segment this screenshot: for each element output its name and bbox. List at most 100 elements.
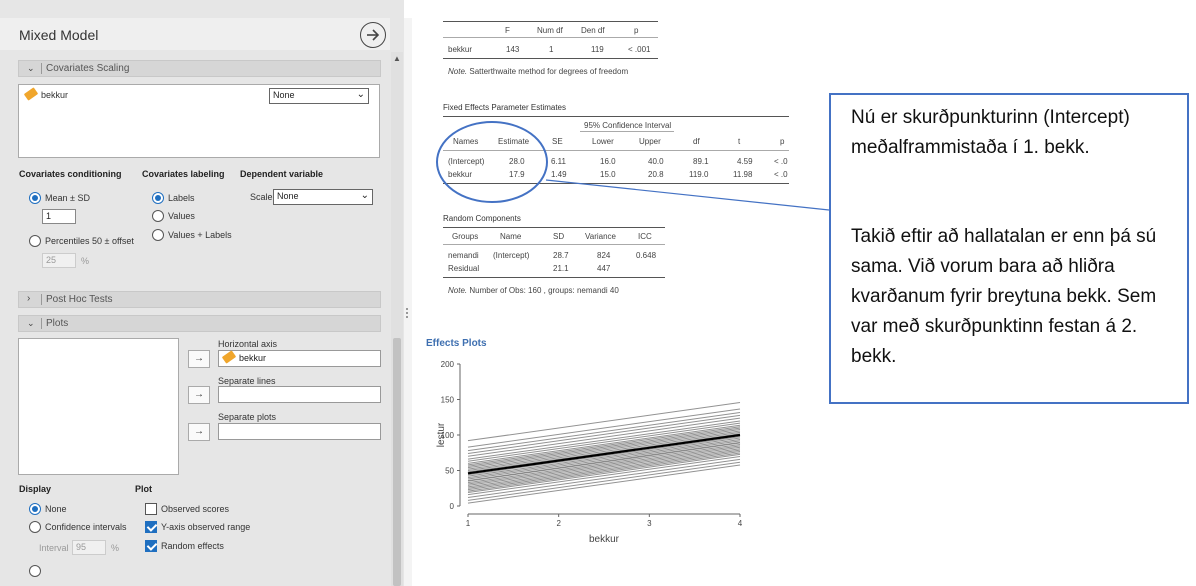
arrow-right-icon bbox=[367, 29, 380, 41]
callout-text-slope: Takið eftir að hallatalan er enn þá sú s… bbox=[851, 226, 1157, 367]
x-tick-label: 1 bbox=[466, 519, 471, 528]
move-to-horizontal-button[interactable]: → bbox=[188, 350, 210, 368]
random-effect-line bbox=[467, 402, 741, 442]
y-axis-observed-label: Y-axis observed range bbox=[161, 522, 251, 532]
table-header: Estimate bbox=[498, 137, 530, 146]
table-header: Variance bbox=[585, 232, 616, 241]
anova-note: Note. Satterthwaite method for degrees o… bbox=[448, 67, 629, 76]
separate-plots-label: Separate plots bbox=[218, 412, 277, 422]
y-axis-observed-checkbox[interactable] bbox=[145, 521, 157, 533]
random-effect-line bbox=[467, 443, 741, 484]
random-effects-checkbox[interactable] bbox=[145, 540, 157, 552]
table-cell: bekkur bbox=[448, 45, 473, 54]
table-cell: 17.9 bbox=[509, 170, 525, 179]
y-tick-label: 150 bbox=[441, 396, 455, 405]
collapse-panel-button[interactable] bbox=[360, 22, 386, 48]
random-effect-line bbox=[467, 446, 741, 486]
y-tick-label: 0 bbox=[450, 502, 455, 511]
table-cell: 1 bbox=[549, 45, 554, 54]
table-cell: 6.11 bbox=[551, 157, 566, 166]
interval-label: Interval bbox=[39, 543, 69, 553]
chevron-down-icon: ⌄ bbox=[27, 318, 35, 328]
mean-sd-input[interactable]: 1 bbox=[42, 209, 76, 224]
section-label: Plots bbox=[46, 318, 69, 329]
move-to-separate-plots-button[interactable]: → bbox=[188, 423, 210, 441]
table-header: t bbox=[738, 137, 741, 146]
percent-sign: % bbox=[81, 256, 90, 266]
display-ci-radio[interactable] bbox=[29, 521, 41, 533]
values-radio[interactable] bbox=[152, 210, 164, 222]
table-cell: 119.0 bbox=[689, 170, 709, 179]
mean-sd-radio[interactable] bbox=[29, 192, 41, 204]
x-tick-label: 2 bbox=[556, 519, 561, 528]
labeling-label: Covariates labeling bbox=[142, 169, 225, 179]
dependent-scale-select[interactable]: None ⌄ bbox=[273, 189, 373, 205]
section-plots[interactable]: ⌄ Plots bbox=[18, 315, 381, 332]
section-covariates-scaling[interactable]: ⌄ Covariates Scaling bbox=[18, 60, 381, 77]
table-cell: 28.7 bbox=[553, 251, 569, 260]
random-effects-label: Random effects bbox=[161, 541, 224, 551]
observed-scores-checkbox[interactable] bbox=[145, 503, 157, 515]
list-item[interactable]: bekkur bbox=[23, 87, 68, 101]
callout-box: Nú er skurðpunkturinn (Intercept) meðalf… bbox=[829, 93, 1189, 404]
scaling-select[interactable]: None ⌄ bbox=[269, 88, 369, 104]
table-cell: 20.8 bbox=[648, 170, 664, 179]
values-labels-radio[interactable] bbox=[152, 229, 164, 241]
labels-radio[interactable] bbox=[152, 192, 164, 204]
random-effect-line bbox=[467, 451, 741, 491]
random-effect-line bbox=[467, 431, 741, 471]
x-axis-label: bekkur bbox=[589, 534, 620, 545]
random-effect-line bbox=[467, 438, 741, 479]
horizontal-axis-target[interactable]: bekkur bbox=[218, 350, 381, 367]
options-panel: Mixed Model ⌄ Covariates Scaling bekkur … bbox=[0, 0, 404, 586]
random-effect-line bbox=[467, 433, 741, 473]
table-header: ICC bbox=[638, 232, 652, 241]
display-ci-label: Confidence intervals bbox=[45, 522, 127, 532]
y-tick-label: 50 bbox=[445, 467, 454, 476]
display-more-radio[interactable] bbox=[29, 565, 41, 577]
random-effect-line bbox=[467, 449, 741, 489]
random-effect-line bbox=[467, 461, 741, 501]
random-effect-line bbox=[467, 445, 741, 485]
table-header: F bbox=[505, 26, 510, 35]
scroll-up-icon[interactable]: ▲ bbox=[393, 54, 401, 63]
y-tick-label: 100 bbox=[441, 431, 455, 440]
table-header: p bbox=[780, 137, 785, 146]
random-effect-line bbox=[467, 408, 741, 448]
percentiles-radio[interactable] bbox=[29, 235, 41, 247]
continuous-variable-icon bbox=[23, 87, 39, 101]
percentiles-input[interactable]: 25 bbox=[42, 253, 76, 268]
splitter-handle-icon[interactable] bbox=[404, 308, 409, 322]
random-components-title: Random Components bbox=[443, 214, 521, 223]
section-post-hoc[interactable]: › Post Hoc Tests bbox=[18, 291, 381, 308]
panel-splitter[interactable] bbox=[404, 18, 412, 586]
table-cell: 1.49 bbox=[551, 170, 567, 179]
scrollbar-thumb[interactable] bbox=[393, 338, 401, 586]
random-effect-line bbox=[467, 426, 741, 466]
fixed-effect-line bbox=[467, 433, 741, 475]
table-cell: 11.98 bbox=[733, 170, 753, 179]
interval-input[interactable]: 95 bbox=[72, 540, 106, 555]
fixed-effects-title: Fixed Effects Parameter Estimates bbox=[443, 103, 567, 112]
x-tick-label: 4 bbox=[738, 519, 743, 528]
separate-lines-target[interactable] bbox=[218, 386, 381, 403]
effects-plot: 0 50 100 150 200 1 2 3 4 bekkur lestur bbox=[436, 360, 743, 545]
table-cell: < .0 bbox=[774, 170, 788, 179]
continuous-variable-icon bbox=[221, 350, 237, 364]
table-cell: 824 bbox=[597, 251, 611, 260]
percentiles-label: Percentiles 50 ± offset bbox=[45, 236, 134, 246]
table-header: Name bbox=[500, 232, 522, 241]
random-effect-line bbox=[467, 424, 741, 464]
random-effect-line bbox=[467, 436, 741, 476]
random-effect-line bbox=[467, 411, 741, 452]
separate-lines-label: Separate lines bbox=[218, 376, 276, 386]
values-labels-option: Values + Labels bbox=[168, 230, 232, 240]
display-none-radio[interactable] bbox=[29, 503, 41, 515]
separate-plots-target[interactable] bbox=[218, 423, 381, 440]
table-header: Num df bbox=[537, 26, 563, 35]
table-cell: 0.648 bbox=[636, 251, 657, 260]
display-label: Display bbox=[19, 484, 52, 494]
y-tick-label: 200 bbox=[441, 360, 455, 369]
move-to-separate-lines-button[interactable]: → bbox=[188, 386, 210, 404]
table-cell: 21.1 bbox=[553, 264, 569, 273]
